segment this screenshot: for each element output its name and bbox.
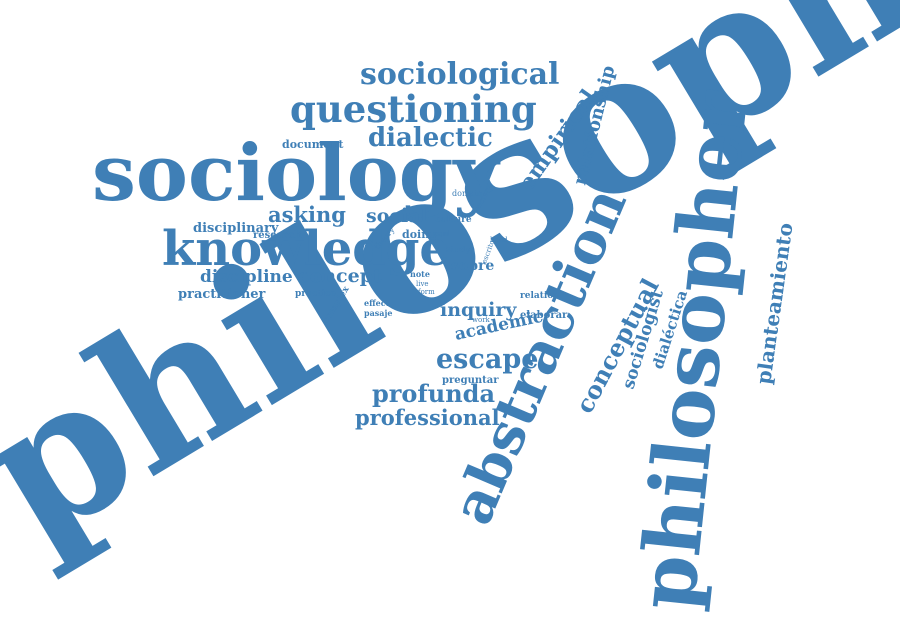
word-knowledge: knowledge: [162, 221, 450, 277]
word-questioning: questioning: [290, 87, 537, 131]
word-culture: culture: [435, 215, 472, 225]
word-study: study: [446, 244, 471, 254]
word-document: document: [282, 138, 344, 151]
word-band: band: [490, 236, 508, 244]
word-dialectic: dialectic: [368, 123, 493, 153]
word-concept: concept: [298, 265, 382, 287]
word-note: note: [410, 269, 430, 279]
word-live: live: [416, 280, 429, 288]
word-elaborar: elaborar: [520, 310, 568, 321]
word-escape: escape: [436, 344, 538, 375]
word-aqui: aquí: [434, 230, 450, 238]
word-form: form: [418, 288, 435, 296]
word-work: work: [472, 316, 491, 324]
word-pasaje: pasaje: [364, 308, 392, 318]
word-practitioner: practitioner: [178, 287, 266, 302]
word-inquiry: inquiry: [440, 299, 517, 321]
word-research: research: [253, 230, 302, 241]
word-sobre: sobre: [451, 258, 494, 274]
word-domain: domain: [452, 189, 482, 198]
word-practice: practice: [295, 289, 336, 299]
word-preguntar: preguntar: [442, 375, 499, 386]
word-doing: doing: [402, 228, 437, 241]
word-effect: effect: [364, 298, 390, 308]
word-social: social: [366, 205, 428, 227]
word-planteamiento: planteamiento: [751, 221, 797, 385]
word-sociology: sociology: [92, 128, 501, 219]
word-discipline: discipline: [200, 267, 293, 287]
word-profunda: profunda: [372, 379, 495, 408]
word-professional: professional: [355, 405, 500, 430]
word-sociological: sociological: [360, 57, 559, 92]
word-disciplinary: disciplinary: [193, 221, 279, 236]
word-asking: asking: [268, 202, 346, 227]
word-relation: relation: [520, 291, 560, 301]
